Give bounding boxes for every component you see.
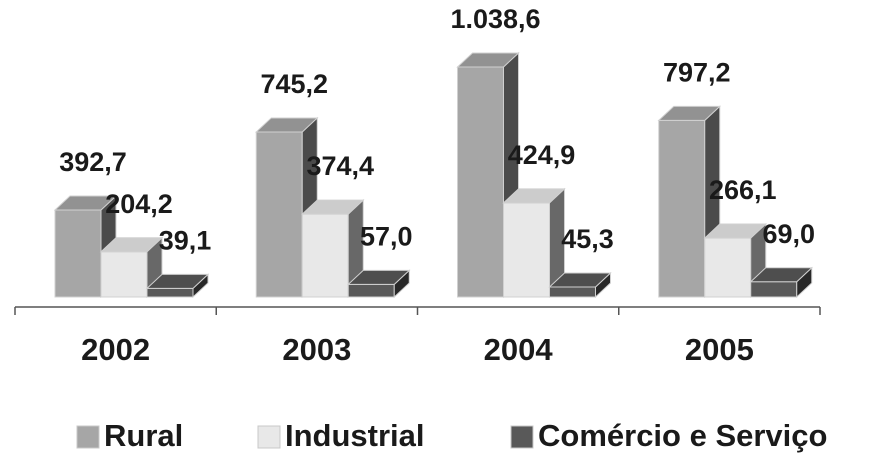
value-label: 1.038,6: [450, 4, 540, 34]
x-tick-label: 2004: [484, 332, 554, 367]
bar-front: [301, 213, 349, 298]
value-label: 45,3: [561, 224, 614, 254]
x-tick-label: 2003: [282, 332, 351, 367]
bar-front: [658, 119, 706, 298]
bar-top: [300, 199, 365, 215]
value-label: 374,4: [306, 151, 374, 181]
value-label: 424,9: [508, 140, 576, 170]
bar-top: [53, 195, 118, 211]
bar-top: [456, 52, 520, 68]
bar-front: [146, 287, 194, 298]
bar-top: [502, 188, 566, 204]
value-label: 39,1: [159, 225, 212, 255]
bar-top: [145, 273, 210, 289]
bar-front: [750, 281, 798, 298]
bar-front: [704, 237, 752, 298]
legend-label: Rural: [104, 418, 183, 453]
bar-top: [749, 267, 814, 283]
bar-front: [54, 209, 102, 298]
bar-top: [99, 237, 164, 253]
bar-top: [254, 117, 319, 133]
bar-top: [657, 105, 722, 121]
value-label: 745,2: [260, 69, 328, 99]
value-label: 797,2: [663, 58, 731, 88]
bar-front: [347, 283, 395, 298]
legend-swatch: [76, 425, 100, 449]
x-tick-label: 2002: [81, 332, 150, 367]
value-label: 392,7: [59, 147, 127, 177]
value-label: 266,1: [709, 175, 777, 205]
legend-label: Industrial: [285, 418, 425, 453]
legend-swatch: [510, 425, 534, 449]
bar-front: [100, 251, 148, 298]
value-label: 69,0: [762, 219, 815, 249]
bar-front: [255, 131, 303, 298]
bar-top: [346, 269, 411, 285]
bar-top: [703, 223, 768, 239]
legend-swatch: [257, 425, 281, 449]
x-tick-label: 2005: [685, 332, 754, 367]
bar-top: [548, 272, 612, 288]
bar-front: [503, 202, 550, 298]
value-label: 57,0: [360, 221, 413, 251]
bar-front: [457, 66, 504, 298]
value-label: 204,2: [105, 189, 173, 219]
legend-label: Comércio e Serviço: [538, 418, 827, 453]
bar-front: [549, 286, 596, 298]
